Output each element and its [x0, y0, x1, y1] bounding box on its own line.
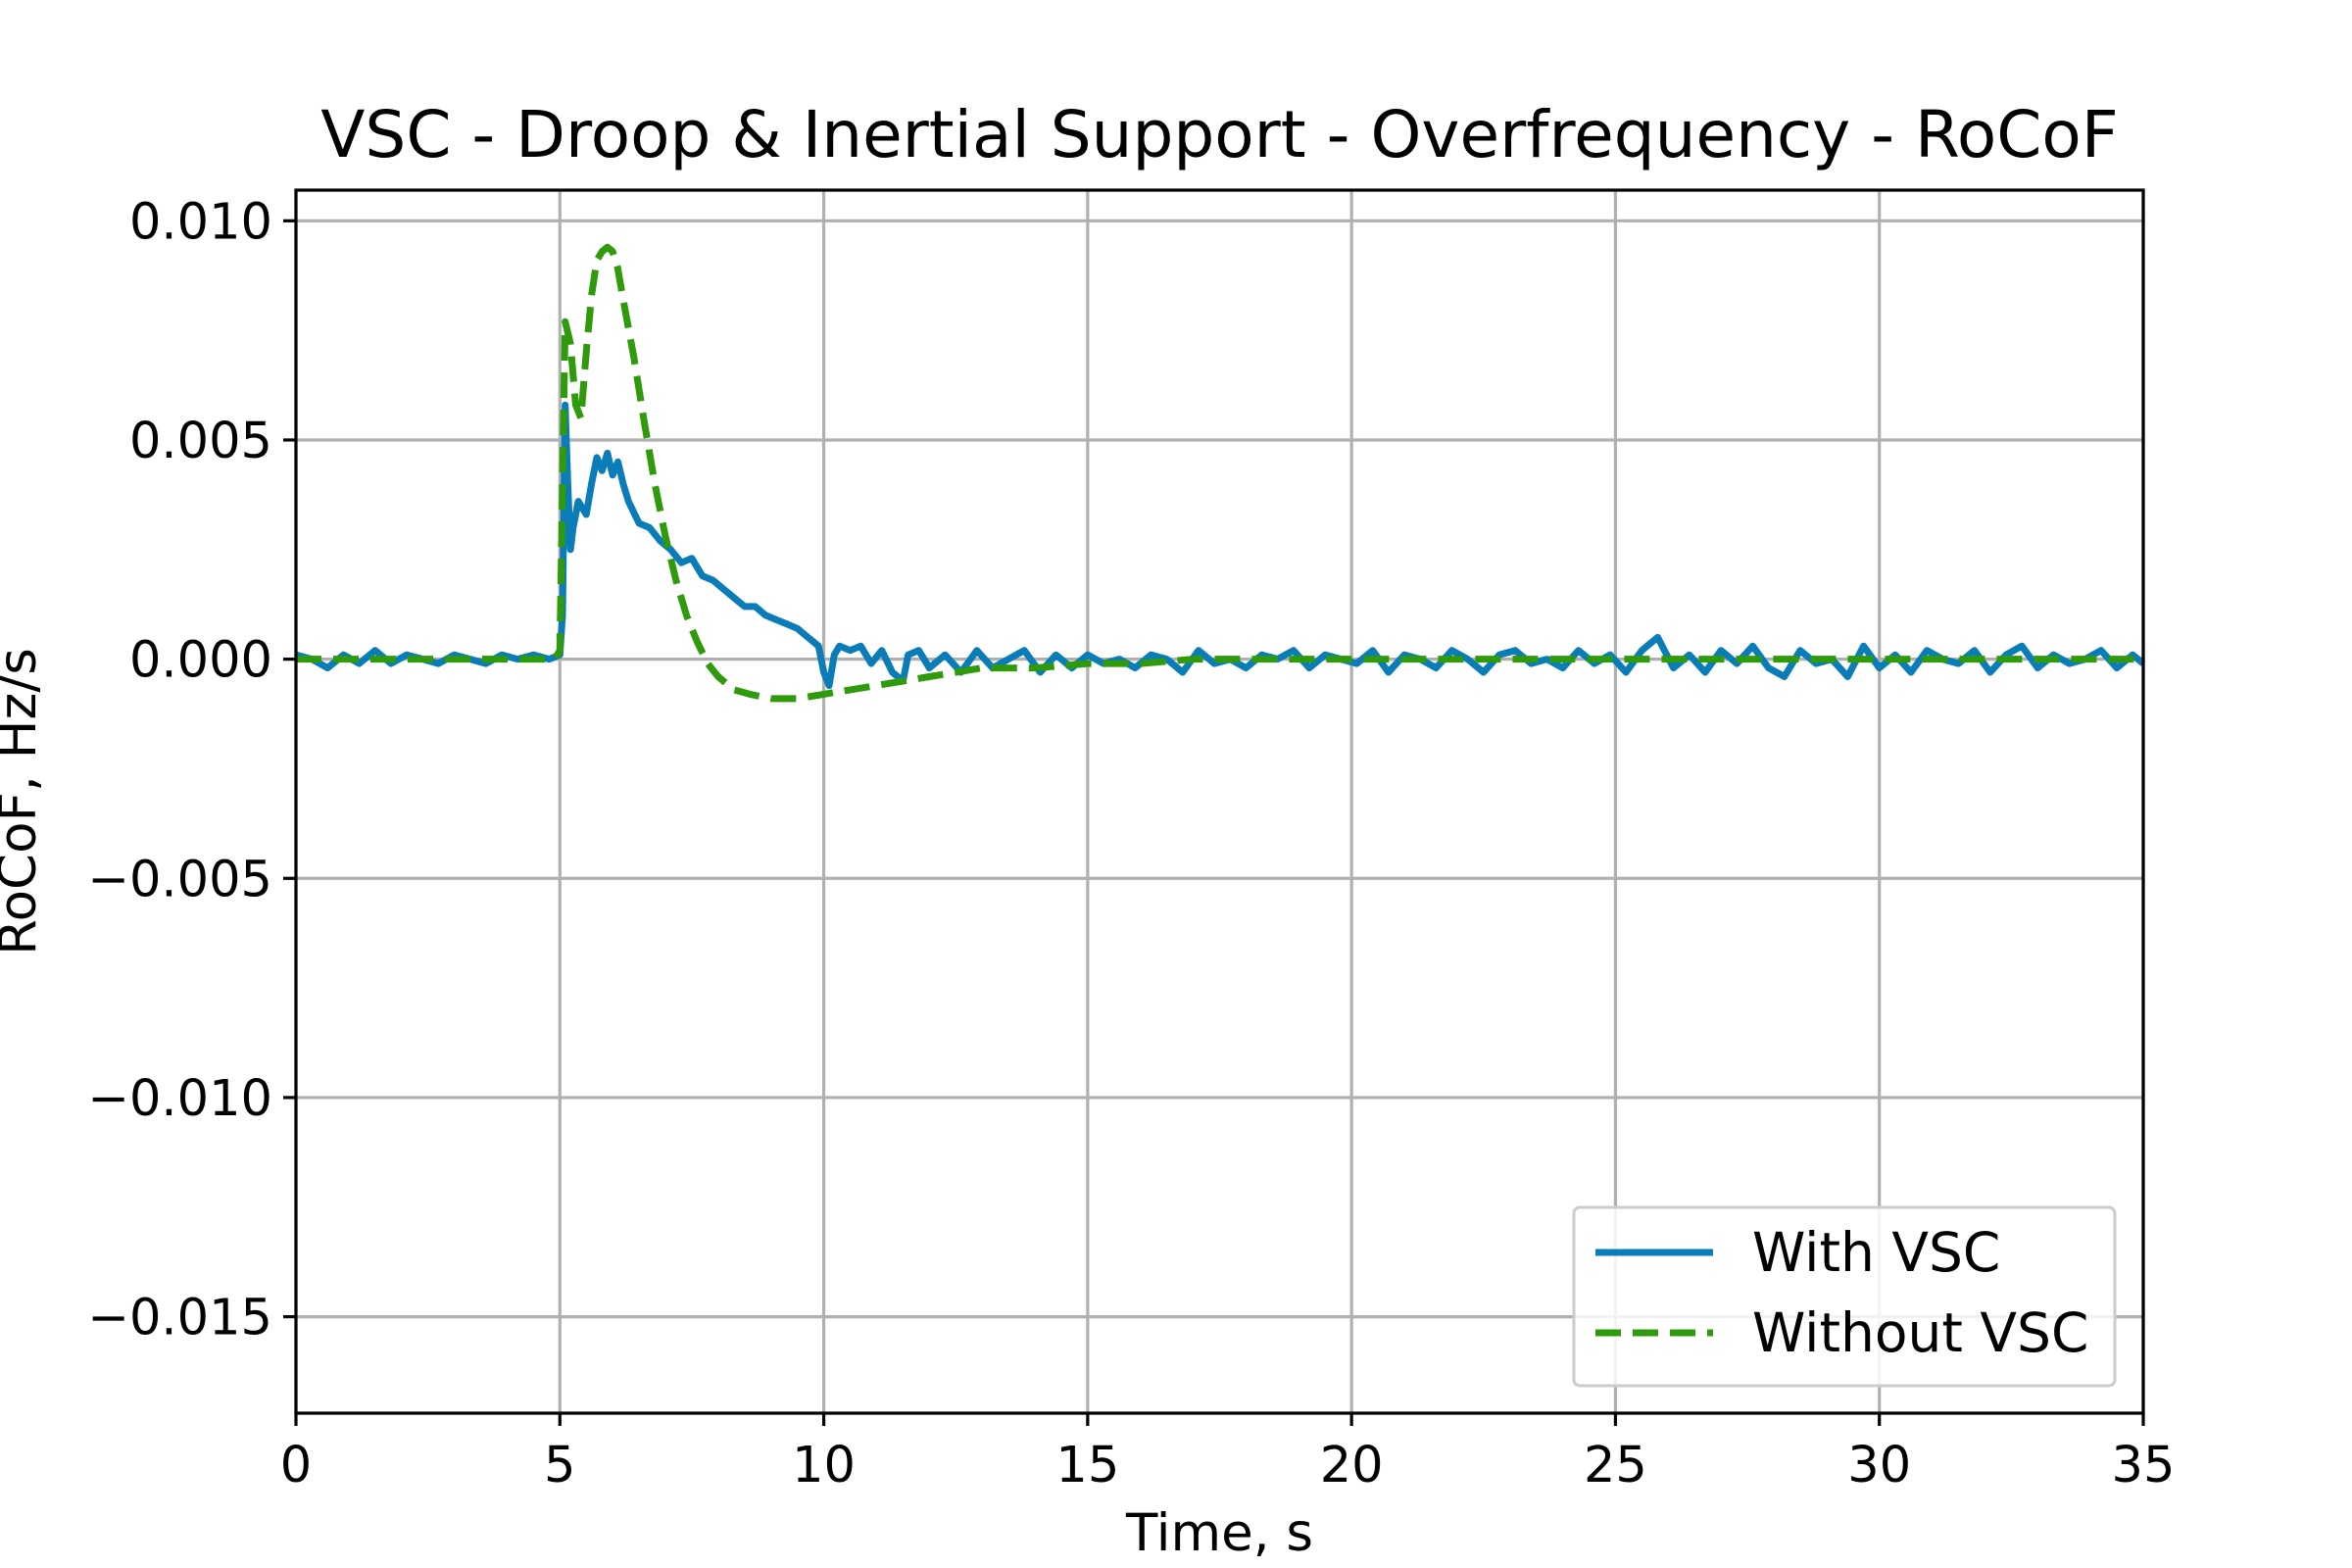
legend-label-without-vsc: Without VSC — [1752, 1301, 2088, 1364]
y-tick-label: 0.000 — [129, 632, 272, 690]
axis-ticks: 0 5 10 15 20 25 30 35 0.010 0.005 0.000 −0.005 −0.01… — [87, 193, 2175, 1494]
y-tick-label: −0.010 — [87, 1070, 272, 1128]
x-axis-label: Time, s — [1125, 1503, 1313, 1563]
y-tick-label: −0.005 — [87, 851, 272, 908]
y-tick-label: 0.005 — [129, 413, 272, 470]
x-tick-label: 30 — [1847, 1437, 1911, 1494]
x-tick-label: 15 — [1055, 1437, 1119, 1494]
legend-label-with-vsc: With VSC — [1752, 1221, 2000, 1284]
y-tick-label: −0.015 — [87, 1290, 272, 1348]
chart-title: VSC - Droop & Inertial Support - Overfre… — [320, 97, 2118, 172]
series-lines — [295, 243, 2146, 703]
y-axis-label: RoCoF, Hz/s — [0, 648, 48, 956]
plot-frame — [294, 188, 2145, 1415]
x-tick-label: 35 — [2112, 1437, 2176, 1494]
x-tick-label: 5 — [544, 1437, 575, 1494]
x-tick-label: 10 — [792, 1437, 856, 1494]
series-line-without-vsc — [296, 243, 2143, 703]
series-line-with-vsc — [295, 401, 2146, 689]
legend: With VSC Without VSC — [1572, 1205, 2117, 1388]
y-tick-label: 0.010 — [129, 193, 272, 251]
x-tick-label: 0 — [280, 1437, 312, 1494]
x-tick-label: 20 — [1320, 1437, 1384, 1494]
x-tick-label: 25 — [1584, 1437, 1647, 1494]
